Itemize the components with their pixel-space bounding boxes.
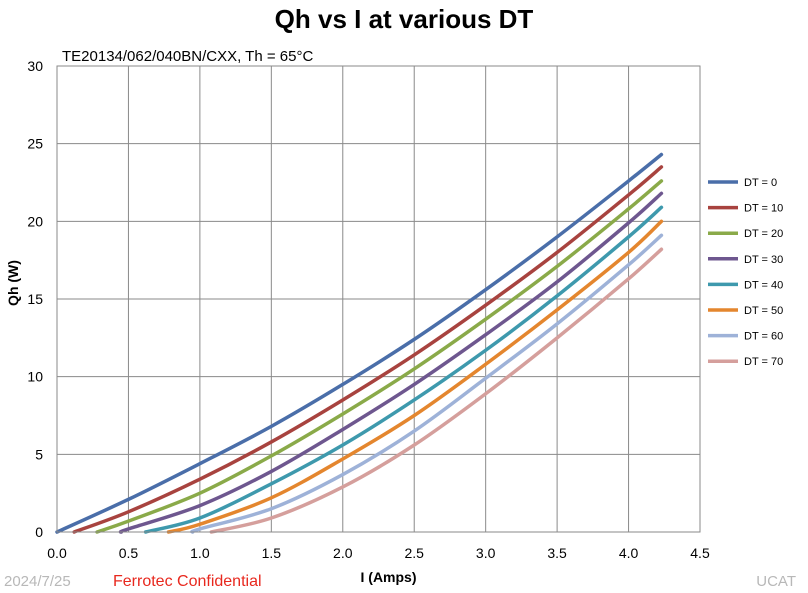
x-tick-label: 0.5 [119,545,139,561]
y-tick-label: 5 [35,446,43,462]
x-tick-label: 1.5 [262,545,282,561]
legend-label: DT = 50 [744,305,783,317]
series-line [55,152,664,534]
legend-label: DT = 40 [744,279,783,291]
x-tick-label: 0.0 [47,545,67,561]
series-line [118,191,664,534]
legend-label: DT = 0 [744,177,777,189]
chart-subtitle: TE20134/062/040BN/CXX, Th = 65°C [62,48,314,65]
series-lines [55,152,664,534]
axes: 0.0 0.5 1.0 1.5 2.0 2.5 3.0 3.5 4.0 4.5 0 5 10 15 20 25… [5,58,710,585]
series-line [166,219,664,534]
legend-label: DT = 30 [744,254,783,266]
y-tick-label: 25 [27,136,43,152]
footer-confidential: Ferrotec Confidential [113,573,262,590]
x-tick-label: 3.0 [476,545,496,561]
y-tick-label: 15 [27,291,43,307]
plot-border [56,65,701,533]
series-line [143,205,664,534]
series-line [190,233,664,534]
series-line [95,179,664,534]
x-axis-label: I (Amps) [361,569,417,585]
legend-label: DT = 60 [744,331,783,343]
y-tick-label: 20 [27,213,43,229]
x-tick-label: 2.0 [333,545,353,561]
x-tick-label: 4.5 [690,545,710,561]
legend-label: DT = 70 [744,356,783,368]
y-axis-label: Qh (W) [5,260,21,306]
x-tick-label: 4.0 [619,545,639,561]
series-line [72,165,664,534]
footer-org: UCAT [756,573,796,590]
x-tick-label: 3.5 [547,545,567,561]
series-line [209,247,664,534]
legend: DT = 0 DT = 10 DT = 20 DT = 30 DT = 40 DT = 5… [708,177,783,368]
x-tick-label: 1.0 [190,545,210,561]
y-tick-label: 10 [27,369,43,385]
y-tick-label: 30 [27,58,43,74]
legend-label: DT = 20 [744,228,783,240]
x-tick-label: 2.5 [404,545,424,561]
footer-date: 2024/7/25 [4,573,71,590]
chart-title: Qh vs I at various DT [274,4,534,34]
legend-label: DT = 10 [744,203,783,215]
y-tick-label: 0 [35,524,43,540]
